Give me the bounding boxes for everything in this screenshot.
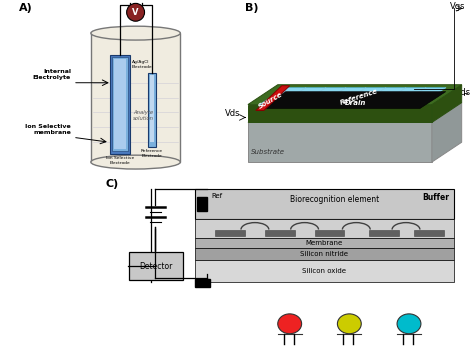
Text: Source: Source: [257, 91, 283, 109]
Polygon shape: [260, 92, 446, 109]
FancyBboxPatch shape: [195, 279, 210, 287]
Polygon shape: [248, 85, 462, 104]
Polygon shape: [112, 57, 128, 151]
FancyBboxPatch shape: [315, 230, 345, 237]
Text: Biorecognition element: Biorecognition element: [290, 195, 379, 204]
Text: Internal
Electrolyte: Internal Electrolyte: [33, 69, 71, 80]
Polygon shape: [432, 85, 462, 122]
FancyBboxPatch shape: [128, 252, 183, 280]
Polygon shape: [195, 260, 454, 282]
Ellipse shape: [278, 314, 301, 334]
Text: Silicon nitride: Silicon nitride: [301, 251, 348, 257]
Polygon shape: [248, 104, 432, 122]
Text: B): B): [245, 3, 258, 14]
Text: C): C): [106, 179, 119, 189]
Text: Vds: Vds: [225, 109, 240, 118]
FancyBboxPatch shape: [197, 197, 207, 211]
Text: Membrane: Membrane: [306, 240, 343, 246]
Text: V: V: [132, 8, 139, 17]
Text: Analyte
solution: Analyte solution: [133, 110, 154, 121]
Polygon shape: [114, 59, 126, 149]
Text: Ion Selective
membrane: Ion Selective membrane: [25, 124, 71, 135]
Text: Ref: Ref: [211, 193, 222, 199]
Text: Reference: Reference: [340, 88, 379, 106]
Polygon shape: [432, 103, 462, 162]
Text: Silicon oxide: Silicon oxide: [302, 268, 346, 274]
FancyBboxPatch shape: [369, 230, 399, 237]
Polygon shape: [260, 88, 446, 104]
Text: Detector: Detector: [139, 262, 172, 271]
FancyBboxPatch shape: [265, 230, 295, 237]
Text: Ion Selective
Electrode: Ion Selective Electrode: [106, 156, 134, 165]
Polygon shape: [195, 238, 454, 248]
Text: Reference
Electrode: Reference Electrode: [140, 149, 163, 158]
Ellipse shape: [91, 26, 180, 40]
Polygon shape: [248, 103, 462, 122]
Text: Ag/AgCl
Electrode: Ag/AgCl Electrode: [132, 60, 152, 68]
Text: Drain: Drain: [345, 101, 366, 107]
Ellipse shape: [91, 155, 180, 169]
Text: ids: ids: [458, 88, 471, 97]
FancyBboxPatch shape: [215, 230, 245, 237]
Polygon shape: [256, 86, 290, 110]
Ellipse shape: [337, 314, 361, 334]
FancyBboxPatch shape: [414, 230, 444, 237]
Text: Buffer: Buffer: [422, 193, 449, 202]
Ellipse shape: [127, 3, 145, 21]
Polygon shape: [147, 73, 156, 147]
Polygon shape: [248, 122, 432, 162]
Polygon shape: [195, 219, 454, 238]
Text: Vgs: Vgs: [450, 2, 465, 11]
Polygon shape: [110, 55, 129, 154]
Polygon shape: [195, 189, 454, 219]
Polygon shape: [149, 75, 155, 142]
Ellipse shape: [397, 314, 421, 334]
Text: Substrate: Substrate: [251, 149, 285, 155]
Text: A): A): [19, 3, 33, 14]
Polygon shape: [195, 248, 454, 260]
Polygon shape: [91, 33, 180, 162]
